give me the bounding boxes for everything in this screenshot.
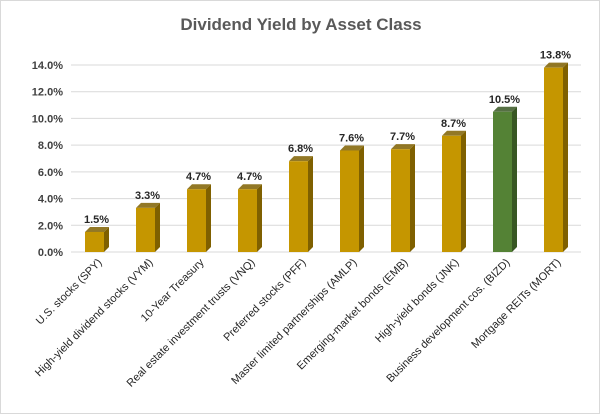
bar-side <box>461 130 466 252</box>
bar-side <box>512 106 517 252</box>
bar-front <box>187 189 206 252</box>
bar-side <box>359 145 364 252</box>
bar-front <box>340 150 359 252</box>
y-tick-label: 12.0% <box>32 87 63 99</box>
bar-top <box>85 226 109 232</box>
data-label: 10.5% <box>489 94 520 106</box>
bar-top <box>289 156 313 162</box>
y-tick-label: 10.0% <box>32 113 63 125</box>
y-tick-label: 6.0% <box>38 167 63 179</box>
chart-title: Dividend Yield by Asset Class <box>180 15 421 34</box>
bar-top <box>493 106 517 112</box>
bar-top <box>442 130 466 136</box>
y-axis-ticks: 0.0% 2.0% 4.0% 6.0% 8.0% 10.0% 12.0% 14.0% <box>32 60 63 259</box>
bar-top <box>187 184 211 190</box>
bar-side <box>104 226 109 252</box>
bar <box>289 156 313 252</box>
bar-side <box>155 202 160 252</box>
bar <box>391 144 415 252</box>
x-tick-label: Preferred stocks (PFF) <box>221 257 308 344</box>
bar-front <box>238 189 257 252</box>
bar-front <box>493 111 512 252</box>
bar-top <box>340 145 364 151</box>
bar-front <box>544 67 563 253</box>
bar <box>493 106 517 252</box>
bar-front <box>289 161 308 252</box>
data-label: 8.7% <box>441 118 466 130</box>
bars <box>85 62 568 253</box>
data-label: 1.5% <box>84 214 109 226</box>
bar-side <box>563 62 568 252</box>
bar-front <box>85 231 104 252</box>
bar-top <box>238 184 262 190</box>
y-tick-label: 0.0% <box>38 247 63 259</box>
y-tick-label: 4.0% <box>38 194 63 206</box>
bar-front <box>136 207 155 252</box>
x-axis-ticks: U.S. stocks (SPY)High-yield dividend sto… <box>33 256 564 389</box>
bar <box>442 130 466 252</box>
data-labels: 1.5% 3.3% 4.7% 4.7% 6.8% 7.6% 7.7% 8.7% 10.5% 13.… <box>84 50 571 226</box>
y-tick-label: 2.0% <box>38 220 63 232</box>
bar-side <box>257 184 262 252</box>
bar <box>187 184 211 252</box>
data-label: 13.8% <box>540 50 571 62</box>
y-tick-label: 14.0% <box>32 60 63 72</box>
data-label: 3.3% <box>135 190 160 202</box>
bar <box>238 184 262 252</box>
data-label: 6.8% <box>288 143 313 155</box>
bar-side <box>308 156 313 252</box>
bar <box>85 226 109 252</box>
y-tick-label: 8.0% <box>38 140 63 152</box>
x-tick-label: Emerging-market bonds (EMB) <box>295 257 411 373</box>
bar <box>136 202 160 252</box>
bar-top <box>136 202 160 208</box>
bar-top <box>391 144 415 150</box>
data-label: 7.7% <box>390 131 415 143</box>
bar <box>340 145 364 252</box>
bar-top <box>544 62 568 68</box>
bar-side <box>206 184 211 252</box>
bar-front <box>442 135 461 252</box>
x-tick-label: High-yield bonds (JNK) <box>373 257 461 345</box>
bar-side <box>410 144 415 252</box>
data-label: 4.7% <box>186 171 211 183</box>
data-label: 7.6% <box>339 132 364 144</box>
x-tick-label: Mortgage REITs (MORT) <box>469 257 563 351</box>
bar <box>544 62 568 253</box>
bar-front <box>391 149 410 252</box>
data-label: 4.7% <box>237 171 262 183</box>
